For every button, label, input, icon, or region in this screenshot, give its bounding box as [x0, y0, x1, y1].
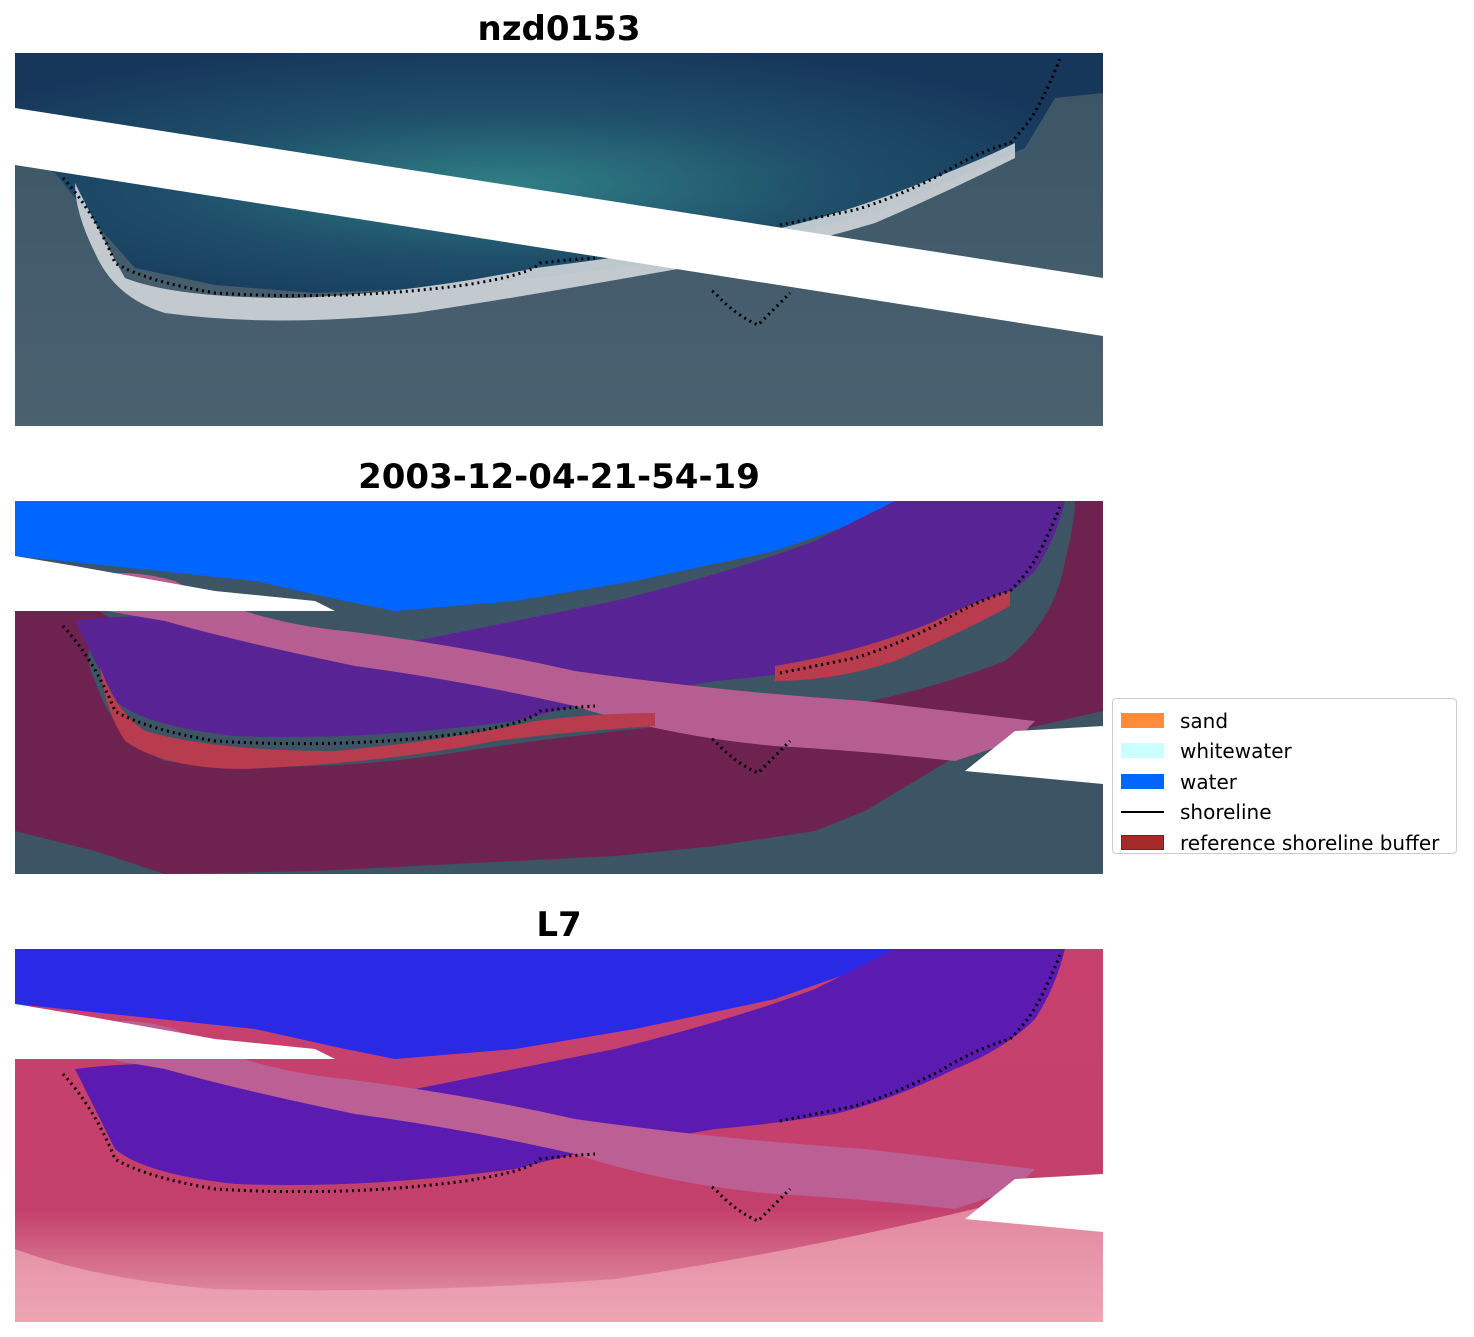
panel-title-satellite: L7	[536, 905, 582, 945]
panel-title-rgb: nzd0153	[477, 9, 641, 49]
legend-swatch-whitewater	[1121, 743, 1164, 759]
legend-item-whitewater: whitewater	[1113, 735, 1456, 765]
legend: sand whitewater water shoreline referenc…	[1112, 698, 1457, 857]
legend-label-shoreline: shoreline	[1180, 800, 1272, 825]
legend-item-water: water	[1113, 766, 1456, 796]
classified-image	[15, 501, 1103, 874]
legend-item-sand: sand	[1113, 705, 1456, 735]
legend-swatch-reference-buffer	[1121, 834, 1164, 850]
legend-item-reference-buffer: reference shoreline buffer	[1113, 827, 1456, 857]
legend-label-sand: sand	[1180, 709, 1229, 733]
panel-title-classified: 2003-12-04-21-54-19	[358, 457, 760, 497]
index-image	[15, 949, 1103, 1322]
legend-label-whitewater: whitewater	[1180, 739, 1292, 764]
rgb-image-panel	[15, 53, 1103, 426]
legend-item-shoreline: shoreline	[1113, 796, 1456, 826]
classified-image-panel	[15, 501, 1103, 874]
legend-line-shoreline	[1121, 811, 1164, 814]
legend-swatch-sand	[1121, 713, 1164, 728]
legend-label-water: water	[1180, 769, 1237, 794]
legend-label-reference-buffer: reference shoreline buffer	[1180, 830, 1440, 855]
rgb-satellite-image	[15, 53, 1103, 426]
index-image-panel	[15, 949, 1103, 1322]
legend-swatch-water	[1121, 773, 1164, 789]
